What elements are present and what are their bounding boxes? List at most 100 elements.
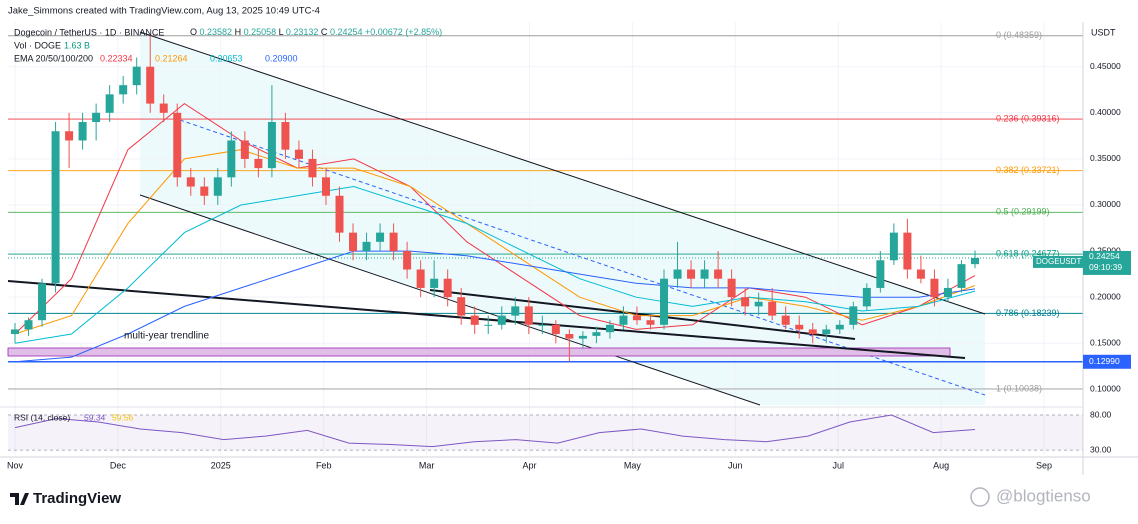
x-tick-label: Sep	[1036, 460, 1052, 470]
candle-body	[754, 301, 763, 307]
candle-body	[213, 177, 222, 196]
candle-body	[876, 260, 885, 288]
candle-body	[294, 149, 303, 159]
channel-lower	[139, 194, 761, 406]
candle-body	[349, 232, 358, 252]
ohlc-value: 0.23132	[286, 27, 319, 37]
candle-body	[159, 103, 168, 113]
ema-legend-value: 0.20653	[210, 53, 243, 63]
y-tick-label: 0.10000	[1090, 384, 1121, 394]
candle-body	[862, 287, 871, 307]
candle-body	[497, 315, 506, 325]
candle-body	[619, 315, 628, 325]
y-tick-label: 0.20000	[1090, 291, 1121, 301]
ema-legend-value: 0.20900	[265, 53, 298, 63]
logo: TradingView	[10, 490, 121, 507]
price-tag	[1083, 354, 1131, 369]
candle-body	[578, 335, 587, 339]
ohlc-key: L	[279, 27, 284, 37]
candle-body	[321, 177, 330, 196]
ema-legend-value: 0.22334	[100, 53, 133, 63]
x-tick-label: Jun	[728, 460, 743, 470]
candle-body	[835, 324, 844, 330]
fib-label: 0.236 (0.39316)	[996, 113, 1060, 123]
last-price-tag	[1083, 250, 1131, 275]
candle-body	[943, 287, 952, 298]
price-tag-label: 0.12990	[1089, 356, 1120, 366]
x-tick-label: Dec	[110, 460, 127, 470]
candle-body	[592, 332, 601, 336]
ohlc-key: H	[235, 27, 242, 37]
grid	[8, 22, 1083, 455]
watermark: @blogtienso	[996, 486, 1091, 505]
fib-label: 0.382 (0.33721)	[996, 165, 1060, 175]
volume-legend-name: Vol · DOGE	[14, 40, 61, 50]
volume-legend-value: 1.63 B	[64, 40, 90, 50]
candle-body	[930, 278, 939, 298]
y-tick-label: 0.45000	[1090, 61, 1121, 71]
candle-body	[335, 195, 344, 233]
plot	[11, 35, 979, 448]
candle-body	[727, 278, 736, 298]
candle-body	[808, 329, 817, 335]
x-tick-label: Aug	[933, 460, 949, 470]
candle-body	[511, 306, 520, 316]
x-tick-label: Mar	[419, 460, 435, 470]
candle-body	[24, 320, 33, 330]
x-tick-label: Nov	[7, 460, 24, 470]
candle-body	[470, 315, 479, 325]
ema-line	[14, 250, 976, 363]
y-tick-label: 0.30000	[1090, 199, 1121, 209]
x-tick-label: Apr	[522, 460, 536, 470]
candle-body	[11, 329, 19, 335]
candle-body	[524, 306, 533, 325]
candle-body	[119, 85, 128, 95]
x-tick-label: Jul	[832, 460, 844, 470]
ohlc-value: 0.24254	[330, 27, 363, 37]
candle-body	[240, 140, 249, 159]
candle-body	[430, 278, 439, 288]
candle-body	[308, 158, 317, 178]
ohlc-legend: O 0.23582 H 0.25058 L 0.23132 C 0.24254 …	[190, 27, 442, 37]
chart-title: Dogecoin / TetherUS · 1D · BINANCE	[14, 27, 164, 37]
candle-body	[971, 257, 979, 265]
candle-body	[849, 306, 858, 325]
candle-body	[105, 94, 114, 113]
rsi-tick-label: 30.00	[1090, 444, 1112, 454]
candle-body	[781, 315, 790, 325]
symbol-tag-label: DOGEUSDT	[1036, 257, 1081, 266]
ohlc-key: C	[321, 27, 328, 37]
trendline	[429, 289, 856, 340]
ohlc-value: 0.25058	[244, 27, 277, 37]
candle-body	[457, 297, 466, 316]
x-tick-label: 2025	[211, 460, 231, 470]
candle-body	[227, 140, 236, 178]
fib-label: 1 (0.10038)	[996, 383, 1042, 393]
change: +0.00672	[365, 27, 403, 37]
candle-body	[78, 122, 87, 141]
ema-legend-value: 0.21264	[155, 53, 188, 63]
ohlc-key: O	[190, 27, 197, 37]
countdown: 09:10:39	[1089, 262, 1122, 272]
fib-label: 0.786 (0.18239)	[996, 308, 1060, 318]
y-tick-label: 0.25000	[1090, 245, 1121, 255]
rsi-line	[14, 414, 976, 448]
candle-body	[484, 324, 493, 326]
candle-body	[565, 334, 574, 339]
candle-body	[916, 269, 925, 279]
candle-body	[173, 112, 182, 178]
candle-body	[889, 232, 898, 261]
candle-body	[822, 329, 831, 335]
brand: TradingView	[33, 490, 121, 507]
candle-body	[714, 269, 723, 279]
candle-body	[660, 278, 669, 325]
rsi-legend-value: 59.56	[112, 412, 134, 422]
candle-body	[51, 131, 60, 284]
x-tick-label: May	[624, 460, 642, 470]
rsi-band	[8, 415, 1083, 451]
multi-year-trendline	[7, 280, 966, 359]
candle-body	[38, 283, 47, 321]
candle-body	[389, 232, 398, 252]
